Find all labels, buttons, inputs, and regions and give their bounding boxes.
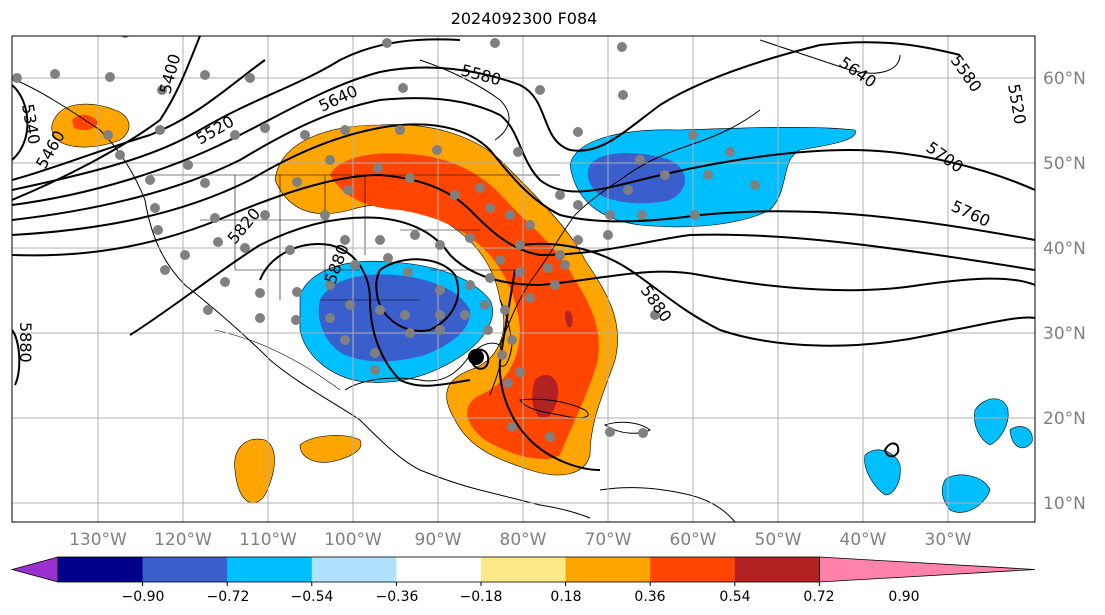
colorbar-bin [58,557,144,582]
contour-5880-inner [375,258,460,332]
longitude-labels: 130°W 120°W 110°W 100°W 90°W 80°W 70°W 6… [69,530,972,550]
contour-5460 [12,59,266,181]
lon-label: 110°W [239,530,297,550]
negative-anomaly-maritimes-blue [587,153,685,204]
lon-label: 130°W [69,530,127,550]
positive-anomaly-mexico-2 [299,435,362,463]
lon-label: 30°W [925,530,972,550]
colorbar-extend-high [819,556,1036,583]
colorbar-bin [481,557,567,582]
colorbar-bin [565,557,651,582]
coastline-central-america [479,489,591,519]
lat-label: 50°N [1043,154,1086,174]
colorbar-bin [396,557,482,582]
coastline-hispaniola [603,421,651,434]
map-title: 2024092300 F084 [450,9,598,28]
coastline-east [499,109,761,346]
lat-label: 10°N [1043,494,1086,514]
contour-atl-small [883,442,900,458]
latitude-labels: 60°N 50°N 40°N 30°N 20°N 10°N [1043,69,1086,514]
lon-label: 80°W [500,530,547,550]
colorbar-tick-label: −0.36 [376,589,419,605]
contour-5400 [12,36,201,201]
colorbar-tick-label: −0.72 [207,589,250,605]
positive-anomaly-nw-red [72,114,98,130]
contour-5700 [12,123,1035,241]
colorbar-outline [57,556,820,583]
lon-label: 90°W [415,530,462,550]
colorbar-tick-label: −0.90 [122,589,165,605]
colorbar-tick-label: 0.90 [888,589,919,605]
lon-label: 60°W [670,530,717,550]
positive-anomaly-darkred [532,375,559,419]
lon-label: 120°W [154,530,212,550]
coastline-greenland [759,39,901,74]
negative-anomaly-blue [318,274,471,362]
lat-label: 40°N [1043,239,1086,259]
colorbar-tick-label: 0.36 [634,589,665,605]
lon-label: 70°W [585,530,632,550]
colorbar-bin [734,557,820,582]
lon-label: 50°W [755,530,802,550]
colorbar-tick-label: 0.72 [803,589,834,605]
colorbar-bin [142,557,228,582]
contour-5580 [12,41,961,206]
colorbar-tick-label: 0.18 [550,589,581,605]
contour-5880-west [12,329,21,386]
colorbar-bin [650,557,736,582]
lat-label: 60°N [1043,69,1086,89]
contour-5820 [129,216,1035,336]
colorbar-tick-label: 0.54 [719,589,750,605]
colorbar-tick-labels: −0.90 −0.72 −0.54 −0.36 −0.18 0.18 0.36 … [122,589,920,605]
contour-5640 [12,97,1035,221]
colorbar-tick-label: −0.18 [460,589,503,605]
contour-5520 [12,38,461,191]
positive-anomaly-darkred-2 [565,310,573,328]
negative-anomaly-atl-1 [974,398,1009,446]
cyclone-center-marker [468,349,484,365]
contour-label: 5880 [16,322,35,363]
map-frame [11,35,1036,523]
colorbar-bin [227,557,313,582]
coastline-cuba [519,398,589,419]
map-area: 5340 5400 5460 5520 5580 5640 5700 5760 … [12,36,1035,522]
station-dots [12,36,760,442]
coastline-south-america [599,487,736,522]
contour-5880-main [259,243,471,387]
lon-label: 40°W [840,530,887,550]
colorbar [10,556,1036,586]
lat-label: 20°N [1043,409,1086,429]
negative-anomaly-atl-2 [1009,426,1033,449]
contour-5340 [12,84,29,161]
lat-label: 30°N [1043,324,1086,344]
colorbar-bin [311,557,397,582]
colorbar-tick-label: −0.54 [291,589,334,605]
contour-5880-east [519,242,1035,347]
colorbar-extend-low [10,556,59,583]
lon-label: 100°W [324,530,382,550]
positive-anomaly-mexico [234,438,275,504]
